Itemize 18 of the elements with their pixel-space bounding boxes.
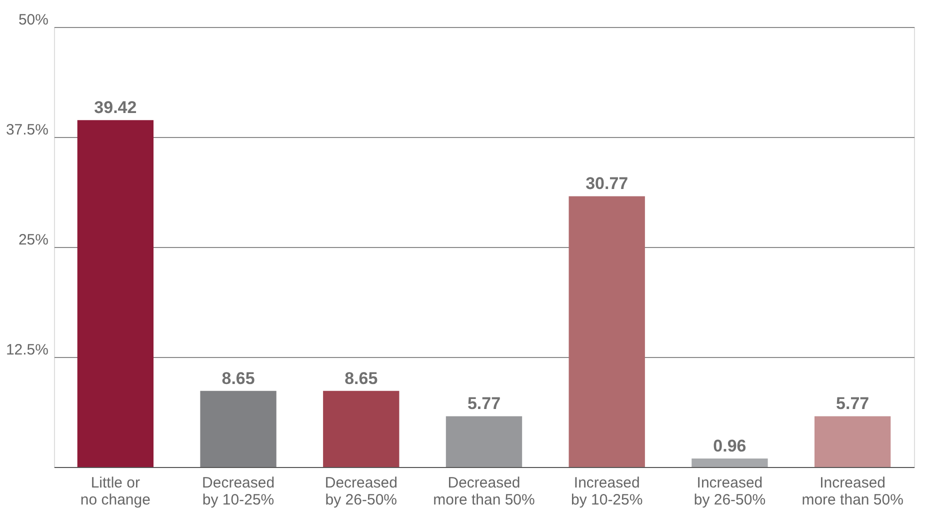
- x-tick-label: Decreased more than 50%: [433, 474, 535, 508]
- y-tick-label: 50%: [18, 12, 48, 28]
- x-tick-label: Increased by 26-50%: [694, 474, 766, 508]
- data-label: 0.96: [713, 436, 746, 456]
- data-label: 8.65: [222, 368, 255, 388]
- data-label: 39.42: [94, 98, 137, 118]
- y-tick-label: 37.5%: [6, 122, 48, 138]
- y-tick-label: 25%: [18, 232, 48, 248]
- x-tick-label: Decreased by 26-50%: [324, 474, 398, 508]
- data-label: 8.65: [344, 368, 378, 388]
- x-tick-label: Little or no change: [80, 474, 150, 508]
- data-label: 5.77: [836, 394, 870, 414]
- data-label: 5.77: [467, 394, 501, 414]
- x-tick-label: Increased by 10-25%: [571, 474, 643, 508]
- x-tick-label: Decreased by 10-25%: [202, 474, 275, 508]
- y-tick-label: 12.5%: [6, 342, 48, 358]
- x-tick-label: Increased more than 50%: [802, 474, 904, 508]
- data-label: 30.77: [586, 174, 628, 194]
